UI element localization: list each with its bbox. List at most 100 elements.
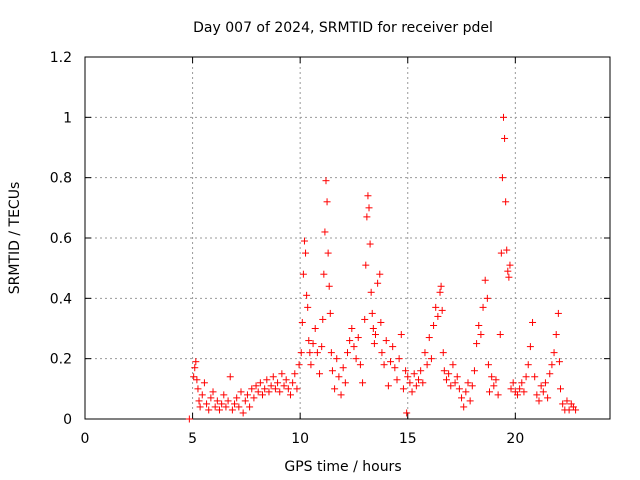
data-point [311, 325, 319, 332]
data-point [470, 367, 478, 375]
data-point [333, 355, 341, 363]
data-point [313, 349, 321, 357]
data-point [248, 385, 256, 393]
data-point [565, 406, 573, 414]
data-point [552, 331, 560, 339]
data-point [305, 337, 313, 345]
data-point [328, 367, 336, 375]
data-point [284, 385, 292, 393]
data-point [218, 400, 226, 408]
data-point [427, 355, 435, 363]
data-point [399, 385, 407, 393]
data-point [497, 249, 505, 257]
data-point [306, 349, 314, 357]
y-tick-label: 1.2 [50, 50, 72, 66]
data-point [367, 288, 375, 296]
data-point [526, 343, 534, 351]
data-point [557, 385, 565, 393]
data-point [362, 261, 370, 269]
data-point [299, 270, 307, 278]
data-point [382, 337, 390, 345]
data-point [423, 361, 431, 369]
data-point [363, 213, 371, 221]
data-point [195, 397, 203, 405]
data-point [440, 367, 448, 375]
data-point [327, 349, 335, 357]
data-point [222, 403, 230, 411]
data-point [384, 382, 392, 390]
data-point [529, 318, 537, 326]
data-point [324, 249, 332, 257]
data-point [316, 370, 324, 378]
data-point [393, 376, 401, 384]
data-point [326, 309, 334, 317]
data-point [265, 388, 273, 396]
data-point [322, 177, 330, 185]
data-point [486, 388, 494, 396]
data-point [430, 321, 438, 329]
data-point [522, 373, 530, 381]
data-point [371, 331, 379, 339]
data-point [531, 373, 539, 381]
data-point [337, 391, 345, 399]
data-point [261, 385, 269, 393]
data-point [370, 340, 378, 348]
data-point [233, 394, 241, 402]
y-tick-label: 0.2 [50, 352, 72, 368]
data-point [490, 382, 498, 390]
data-point [544, 394, 552, 402]
data-point [228, 406, 236, 414]
data-point [267, 382, 275, 390]
data-point [468, 382, 476, 390]
data-point [458, 394, 466, 402]
y-tick-label: 1 [63, 110, 72, 126]
data-point [572, 406, 580, 414]
data-point [302, 249, 310, 257]
data-point [449, 361, 457, 369]
data-point [539, 388, 547, 396]
data-point [307, 361, 315, 369]
data-point [211, 403, 219, 411]
data-point [546, 370, 554, 378]
data-point [368, 309, 376, 317]
data-point [207, 394, 215, 402]
data-point [505, 273, 513, 281]
data-point [503, 246, 511, 254]
data-point [352, 355, 360, 363]
data-point [323, 198, 331, 206]
data-point [520, 388, 528, 396]
data-point [220, 391, 228, 399]
data-point [231, 400, 239, 408]
data-point [406, 379, 414, 387]
data-point [297, 349, 305, 357]
data-point [439, 349, 447, 357]
data-point [263, 376, 271, 384]
data-point [533, 391, 541, 399]
data-point [203, 400, 211, 408]
data-point [320, 270, 328, 278]
data-point [298, 318, 306, 326]
data-point [475, 321, 483, 329]
data-point [541, 379, 549, 387]
data-point [425, 334, 433, 342]
data-point [402, 367, 410, 375]
data-point [518, 379, 526, 387]
data-point [250, 394, 258, 402]
data-point [289, 379, 297, 387]
data-point [438, 306, 446, 314]
data-point [374, 279, 382, 287]
data-point [192, 358, 200, 366]
x-tick-label: 0 [81, 431, 90, 447]
data-point [466, 397, 474, 405]
data-point [346, 337, 354, 345]
data-point [246, 403, 254, 411]
data-point [200, 379, 208, 387]
data-point [259, 391, 267, 399]
data-point [453, 373, 461, 381]
data-point [417, 367, 425, 375]
data-point [198, 391, 206, 399]
data-point [506, 261, 514, 269]
data-point [555, 358, 563, 366]
data-point [477, 331, 485, 339]
